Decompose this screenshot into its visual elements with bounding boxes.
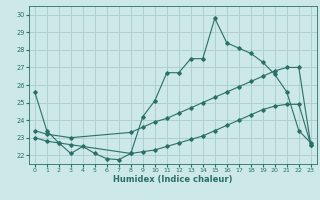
- X-axis label: Humidex (Indice chaleur): Humidex (Indice chaleur): [113, 175, 233, 184]
